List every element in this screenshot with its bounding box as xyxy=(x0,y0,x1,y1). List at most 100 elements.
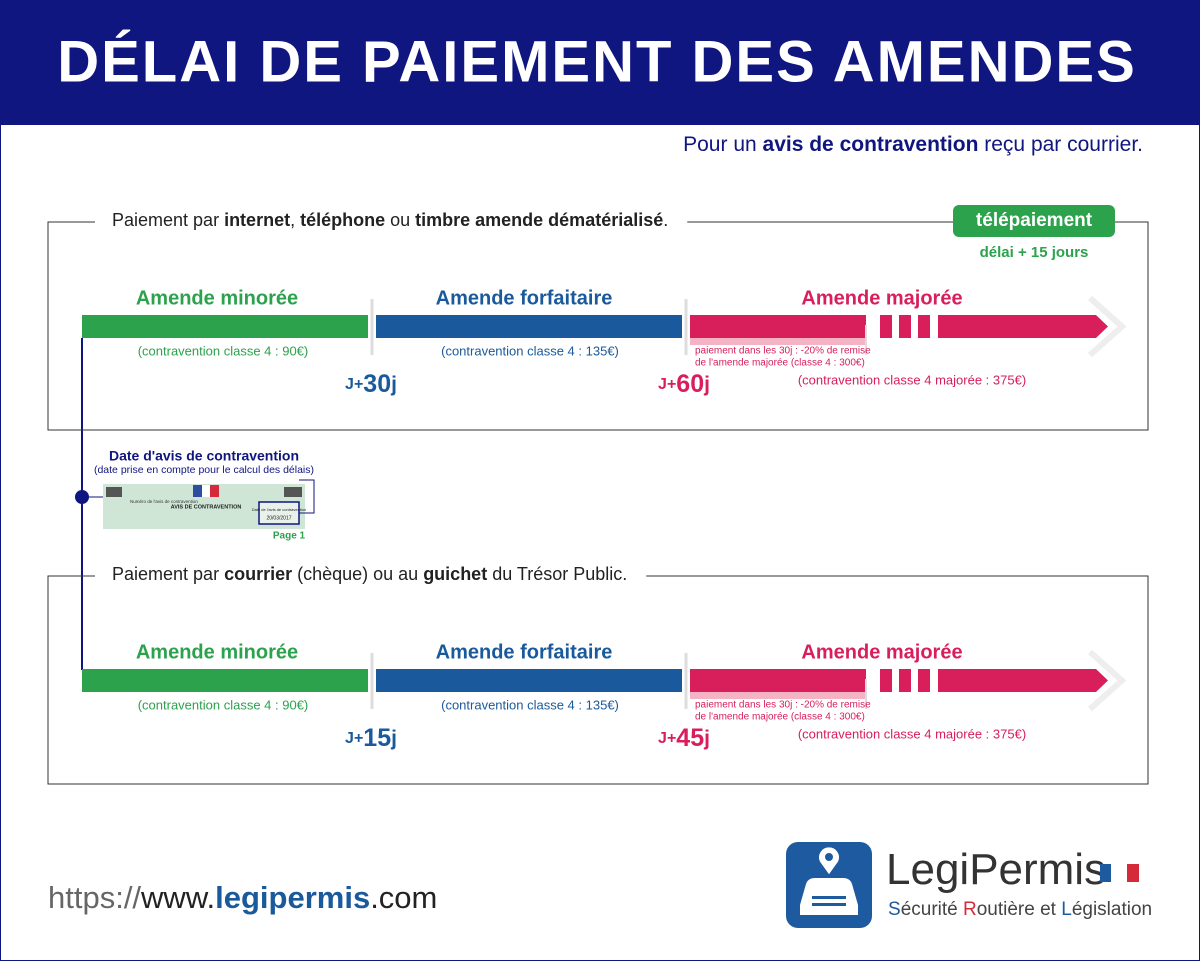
url: https://www.legipermis.com xyxy=(48,880,437,915)
chevron xyxy=(1088,649,1127,712)
bar-dash xyxy=(918,315,930,338)
flag-blue xyxy=(1100,864,1111,882)
remise-note: de l'amende majorée (classe 4 : 300€) xyxy=(695,358,865,369)
phase-note: (contravention classe 4 : 90€) xyxy=(138,697,309,712)
phase-note: (contravention classe 4 : 135€) xyxy=(441,343,619,358)
tagline-part: L xyxy=(1061,899,1072,920)
day-marker: J+45j xyxy=(658,724,710,752)
marker-prefix: J+ xyxy=(658,730,676,747)
barcode xyxy=(284,487,302,497)
marker-suffix: j xyxy=(703,727,710,750)
heading-part: Paiement par xyxy=(112,210,224,230)
bar-arrow xyxy=(938,315,1108,338)
bar-minoree xyxy=(82,315,368,338)
subtitle-part: avis de contravention xyxy=(763,133,979,156)
bar-majoree xyxy=(690,669,866,692)
remise-note: paiement dans les 30j : -20% de remise xyxy=(695,346,871,357)
marker-suffix: j xyxy=(390,727,397,750)
bar-dash xyxy=(918,669,930,692)
heading-part: guichet xyxy=(423,564,487,584)
flag xyxy=(202,485,210,497)
header-bar xyxy=(0,0,1200,125)
marker-prefix: J+ xyxy=(345,376,363,393)
logo-pin xyxy=(817,845,841,878)
heading-part: , xyxy=(290,210,300,230)
flag xyxy=(210,485,219,497)
remise-band xyxy=(690,692,866,699)
heading-part: du Trésor Public. xyxy=(487,564,627,584)
url-part: www. xyxy=(140,880,215,915)
marker-suffix: j xyxy=(703,373,710,396)
tagline-part: outière et xyxy=(977,899,1062,920)
bar-dash xyxy=(880,315,892,338)
panel-heading: Paiement par courrier (chèque) ou au gui… xyxy=(112,564,627,584)
tagline: Sécurité Routière et Législation xyxy=(888,899,1152,920)
badge-label: télépaiement xyxy=(976,210,1093,231)
avis-title: Date d'avis de contravention xyxy=(109,448,299,464)
flag-red xyxy=(1127,864,1139,882)
url-part: .com xyxy=(370,880,437,915)
heading-part: courrier xyxy=(224,564,292,584)
heading-part: ou xyxy=(385,210,415,230)
brand: LegiPermis xyxy=(886,845,1106,894)
phase-note: (contravention classe 4 : 135€) xyxy=(441,697,619,712)
phase-label: Amende minorée xyxy=(136,287,298,309)
bar-forfaitaire xyxy=(376,669,682,692)
logo-car-detail xyxy=(812,903,846,906)
card-date: 20/03/2017 xyxy=(266,515,291,521)
phase-label: Amende majorée xyxy=(801,287,962,309)
marker-prefix: J+ xyxy=(658,376,676,393)
day-marker: J+30j xyxy=(345,370,397,398)
tagline-part: S xyxy=(888,899,901,920)
phase-label: Amende forfaitaire xyxy=(436,287,613,309)
title: DÉLAI DE PAIEMENT DES AMENDES xyxy=(57,29,1137,94)
page-label: Page 1 xyxy=(273,531,306,542)
panels: Paiement par internet, téléphone ou timb… xyxy=(47,205,1149,785)
url-part: https:// xyxy=(48,880,141,915)
logo-car-detail xyxy=(812,896,846,899)
phase-label: Amende forfaitaire xyxy=(436,641,613,663)
bar-forfaitaire xyxy=(376,315,682,338)
heading-gap xyxy=(95,564,647,588)
subtitle-part: Pour un xyxy=(683,133,762,156)
bar-dash xyxy=(899,669,911,692)
card-date-label: Date de l'avis de contravention xyxy=(252,507,307,512)
heading-part: (chèque) ou au xyxy=(292,564,423,584)
bar-majoree xyxy=(690,315,866,338)
tagline-part: égislation xyxy=(1072,899,1152,920)
brand-part: Legi xyxy=(886,845,969,894)
heading-part: internet xyxy=(224,210,290,230)
logo-pin-dot xyxy=(825,853,833,861)
bar-dash xyxy=(899,315,911,338)
card-number: Numéro de l'avis de contravention xyxy=(130,499,198,504)
brand-part: Permis xyxy=(969,845,1106,894)
phase-note: (contravention classe 4 majorée : 375€) xyxy=(798,372,1026,387)
barcode xyxy=(106,487,122,497)
tagline-part: écurité xyxy=(901,899,963,920)
marker-days: 45 xyxy=(676,724,704,752)
heading-gap xyxy=(95,210,688,234)
bar-dash xyxy=(880,669,892,692)
subtitle-part: reçu par courrier. xyxy=(978,133,1143,156)
phase-note: (contravention classe 4 majorée : 375€) xyxy=(798,726,1026,741)
badge xyxy=(953,205,1115,237)
marker-days: 30 xyxy=(363,370,391,398)
heading-part: timbre amende dématérialisé xyxy=(415,210,663,230)
badge-note: délai + 15 jours xyxy=(980,244,1089,261)
card-title: AVIS DE CONTRAVENTION xyxy=(171,504,242,510)
day-marker: J+60j xyxy=(658,370,710,398)
remise-note: paiement dans les 30j : -20% de remise xyxy=(695,700,871,711)
remise-note: de l'amende majorée (classe 4 : 300€) xyxy=(695,712,865,723)
phase-note: (contravention classe 4 : 90€) xyxy=(138,343,309,358)
chevron xyxy=(1088,295,1127,358)
avis-card: Numéro de l'avis de contravention AVIS D… xyxy=(103,479,315,529)
bar-minoree xyxy=(82,669,368,692)
subtitle: Pour un avis de contravention reçu par c… xyxy=(683,133,1143,156)
logo xyxy=(786,842,872,928)
url-part: legipermis xyxy=(215,880,370,915)
marker-prefix: J+ xyxy=(345,730,363,747)
tagline-part: R xyxy=(963,899,977,920)
date-pointer xyxy=(299,479,315,514)
